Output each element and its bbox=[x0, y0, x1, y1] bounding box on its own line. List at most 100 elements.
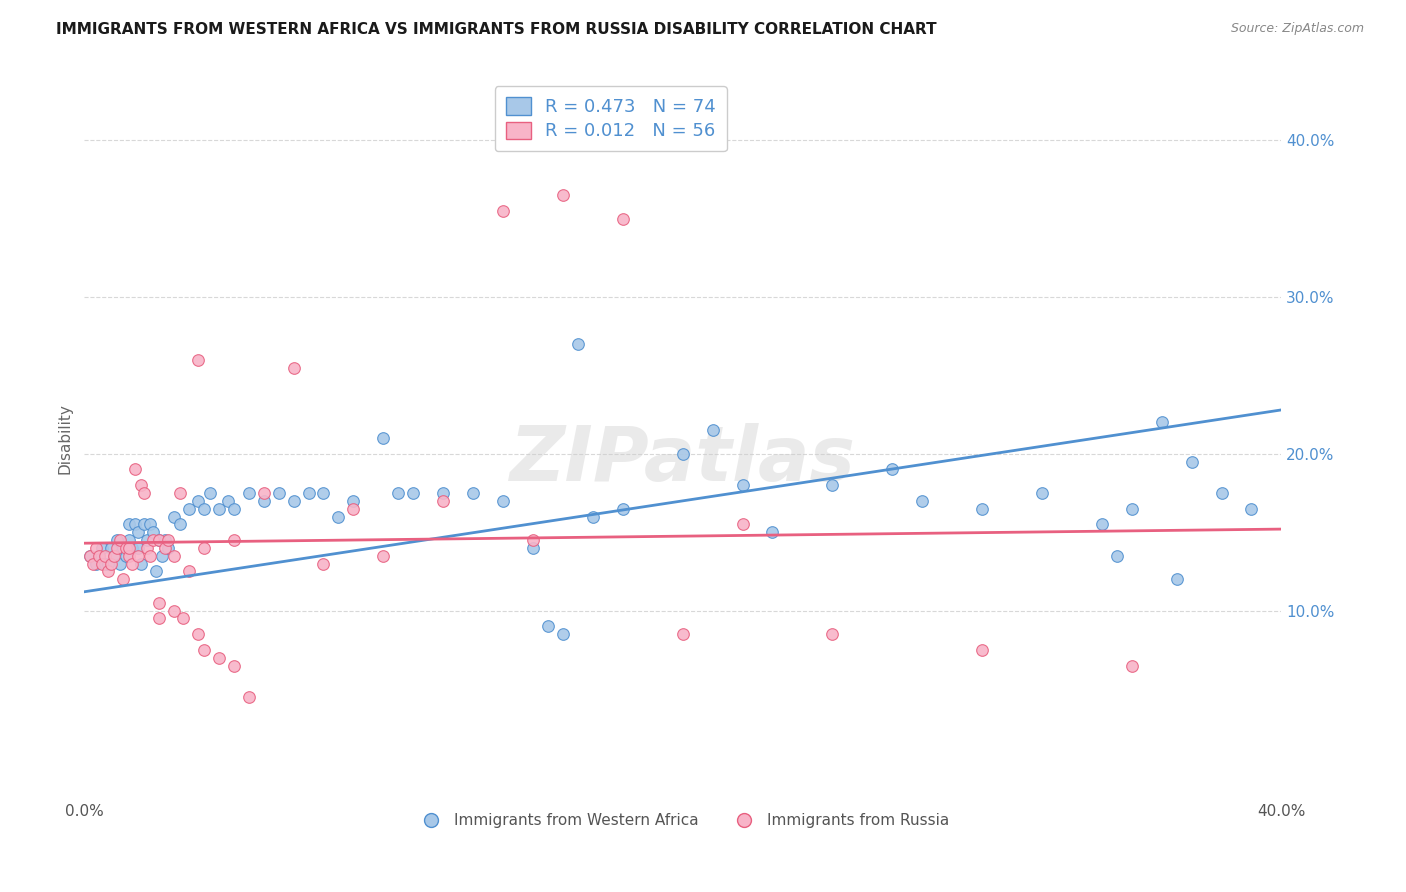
Point bbox=[97, 557, 120, 571]
Point bbox=[121, 557, 143, 571]
Point bbox=[187, 494, 209, 508]
Point bbox=[156, 533, 179, 547]
Point bbox=[1121, 501, 1143, 516]
Point bbox=[124, 517, 146, 532]
Point bbox=[108, 533, 131, 547]
Point bbox=[821, 478, 844, 492]
Point bbox=[432, 486, 454, 500]
Point bbox=[100, 557, 122, 571]
Point bbox=[328, 509, 350, 524]
Point bbox=[103, 549, 125, 563]
Point bbox=[84, 541, 107, 555]
Point bbox=[177, 565, 200, 579]
Point bbox=[492, 494, 515, 508]
Point bbox=[492, 203, 515, 218]
Point bbox=[193, 541, 215, 555]
Point bbox=[1240, 501, 1263, 516]
Point bbox=[463, 486, 485, 500]
Point bbox=[222, 533, 245, 547]
Point bbox=[672, 627, 695, 641]
Point bbox=[312, 557, 335, 571]
Point bbox=[135, 533, 157, 547]
Point bbox=[432, 494, 454, 508]
Point bbox=[297, 486, 319, 500]
Point bbox=[193, 501, 215, 516]
Point bbox=[1121, 658, 1143, 673]
Point bbox=[87, 549, 110, 563]
Point bbox=[169, 517, 191, 532]
Point bbox=[1211, 486, 1233, 500]
Point bbox=[761, 525, 783, 540]
Point bbox=[551, 188, 574, 202]
Point bbox=[222, 658, 245, 673]
Point bbox=[283, 494, 305, 508]
Point bbox=[148, 596, 170, 610]
Point bbox=[163, 509, 186, 524]
Point bbox=[115, 549, 138, 563]
Point bbox=[283, 360, 305, 375]
Point bbox=[111, 572, 134, 586]
Point bbox=[142, 533, 165, 547]
Point bbox=[222, 501, 245, 516]
Point bbox=[731, 478, 754, 492]
Point bbox=[882, 462, 904, 476]
Point bbox=[115, 541, 138, 555]
Point bbox=[312, 486, 335, 500]
Point bbox=[135, 541, 157, 555]
Point bbox=[567, 337, 589, 351]
Point bbox=[172, 611, 194, 625]
Point bbox=[139, 517, 162, 532]
Point bbox=[551, 627, 574, 641]
Point bbox=[193, 643, 215, 657]
Point bbox=[342, 501, 364, 516]
Point bbox=[217, 494, 239, 508]
Point bbox=[103, 549, 125, 563]
Point bbox=[153, 541, 176, 555]
Point bbox=[142, 525, 165, 540]
Point bbox=[156, 541, 179, 555]
Point bbox=[148, 533, 170, 547]
Point bbox=[145, 565, 167, 579]
Point bbox=[108, 557, 131, 571]
Point bbox=[970, 643, 993, 657]
Point bbox=[148, 533, 170, 547]
Point bbox=[1150, 416, 1173, 430]
Point bbox=[87, 549, 110, 563]
Point bbox=[177, 501, 200, 516]
Text: Source: ZipAtlas.com: Source: ZipAtlas.com bbox=[1230, 22, 1364, 36]
Text: IMMIGRANTS FROM WESTERN AFRICA VS IMMIGRANTS FROM RUSSIA DISABILITY CORRELATION : IMMIGRANTS FROM WESTERN AFRICA VS IMMIGR… bbox=[56, 22, 936, 37]
Point bbox=[105, 533, 128, 547]
Point bbox=[124, 462, 146, 476]
Point bbox=[187, 352, 209, 367]
Point bbox=[970, 501, 993, 516]
Point bbox=[198, 486, 221, 500]
Point bbox=[238, 486, 260, 500]
Point bbox=[100, 541, 122, 555]
Point bbox=[148, 611, 170, 625]
Point bbox=[672, 447, 695, 461]
Point bbox=[169, 486, 191, 500]
Point bbox=[163, 604, 186, 618]
Point bbox=[1031, 486, 1053, 500]
Point bbox=[208, 501, 231, 516]
Point bbox=[153, 533, 176, 547]
Point bbox=[163, 549, 186, 563]
Point bbox=[118, 517, 141, 532]
Point bbox=[342, 494, 364, 508]
Point bbox=[252, 486, 274, 500]
Point bbox=[582, 509, 605, 524]
Point bbox=[252, 494, 274, 508]
Point bbox=[129, 478, 152, 492]
Point bbox=[139, 549, 162, 563]
Point bbox=[79, 549, 101, 563]
Point bbox=[127, 549, 149, 563]
Point bbox=[91, 541, 114, 555]
Point bbox=[79, 549, 101, 563]
Point bbox=[911, 494, 934, 508]
Point bbox=[1105, 549, 1128, 563]
Point bbox=[127, 525, 149, 540]
Point bbox=[121, 541, 143, 555]
Point bbox=[118, 533, 141, 547]
Point bbox=[132, 517, 155, 532]
Point bbox=[1166, 572, 1188, 586]
